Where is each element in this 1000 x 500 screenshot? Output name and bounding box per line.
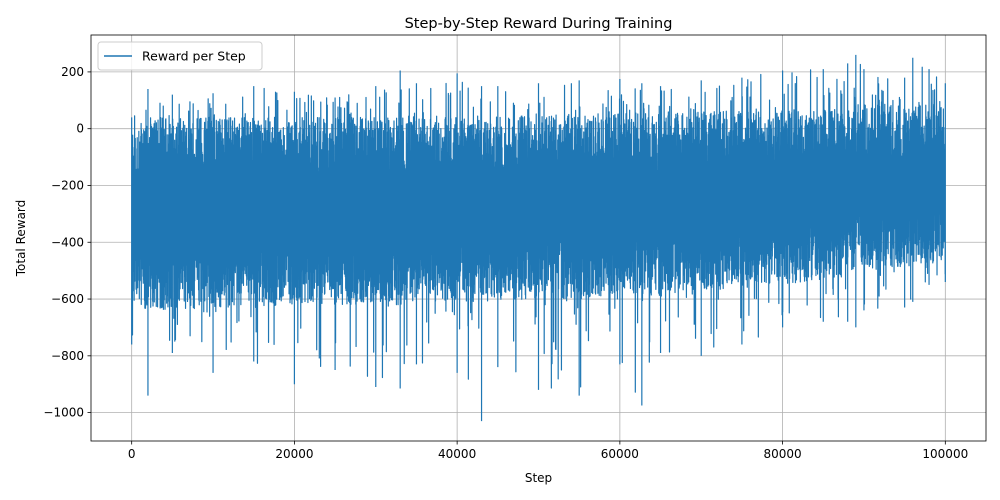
y-tick-label: −200 <box>51 178 84 192</box>
chart-title: Step-by-Step Reward During Training <box>405 16 673 32</box>
y-tick-label: 0 <box>76 122 84 136</box>
legend-box <box>97 41 263 71</box>
legend: Reward per Step <box>97 41 263 71</box>
y-axis-label: Total Reward <box>14 200 28 278</box>
reward-series-line <box>131 54 946 422</box>
x-tick-label: 100000 <box>922 447 968 461</box>
x-tick-label: 40000 <box>438 447 476 461</box>
axes-frame <box>90 34 987 442</box>
y-tick-label: −1000 <box>43 406 84 420</box>
x-tick-label: 60000 <box>601 447 639 461</box>
y-axis-ticks: −1000 −800 −600 −400 −200 0 200 <box>43 65 91 420</box>
x-tick-label: 80000 <box>763 447 801 461</box>
y-tick-label: −600 <box>51 292 84 306</box>
y-tick-label: 200 <box>61 65 84 79</box>
legend-label: Reward per Step <box>142 49 246 64</box>
x-tick-label: 20000 <box>275 447 313 461</box>
x-axis-label: Step <box>525 471 552 485</box>
y-tick-label: −400 <box>51 235 84 249</box>
x-tick-label: 0 <box>128 447 136 461</box>
plot-area <box>131 54 946 422</box>
y-tick-label: −800 <box>51 349 84 363</box>
x-axis-ticks: 0 20000 40000 60000 80000 100000 <box>128 441 968 461</box>
